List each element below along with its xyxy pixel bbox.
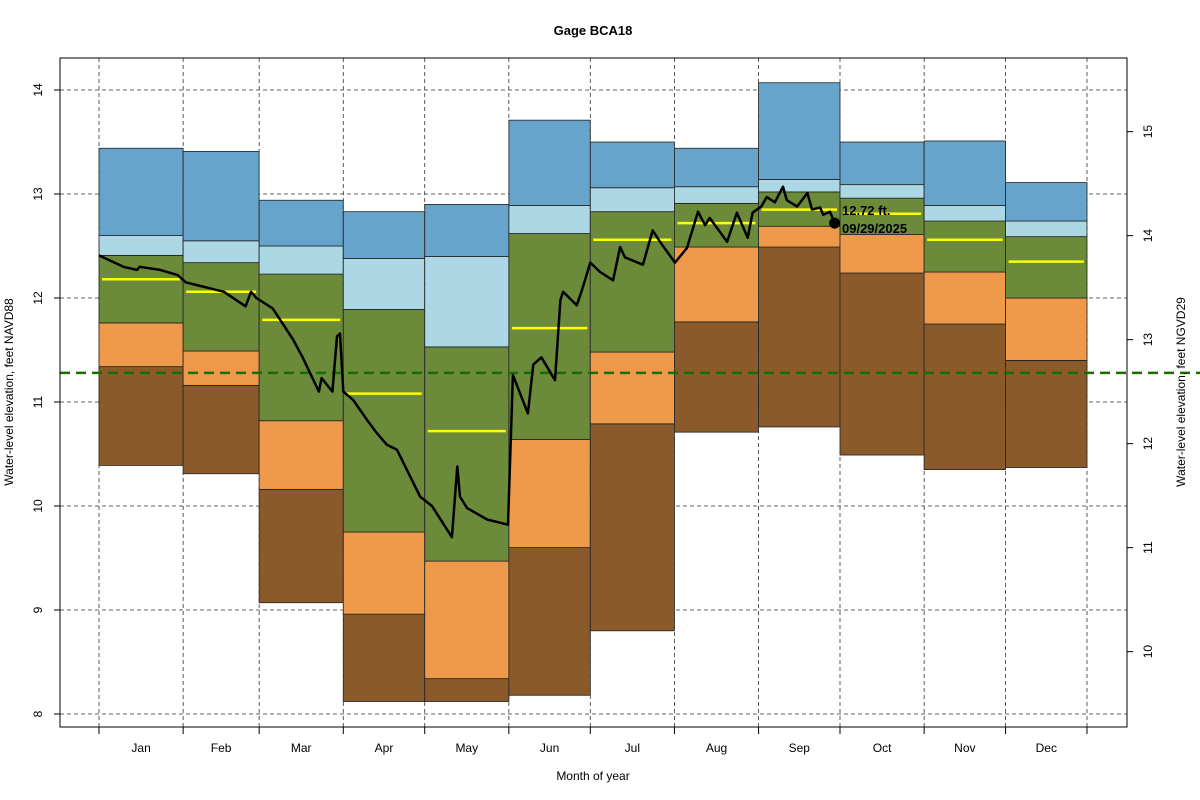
x-tick-label-mar: Mar [291,741,312,755]
p10-p25-band-jun [508,439,591,549]
x-tick-label-feb: Feb [211,741,232,755]
p25-p75-band-jun [508,233,591,440]
y-tick-label-left: 8 [31,710,45,717]
p10-p25-band-jan [98,322,184,368]
y-tick-label-left: 9 [31,606,45,613]
p75-p90-band-feb [182,240,260,264]
p90-max-band-jul [589,141,675,189]
chart-title: Gage BCA18 [554,23,633,38]
p25-p75-band-dec [1005,236,1088,299]
p90-max-band-apr [342,211,426,259]
p10-p25-band-mar [258,420,344,490]
y-axis-label-left: Water-level elevation, feet NAVD88 [2,298,16,486]
p75-p90-band-apr [342,258,426,310]
p90-max-band-jan [98,147,184,237]
y-axis-label-right: Water-level elevation, feet NGVD29 [1174,297,1188,487]
p90-max-band-oct [839,141,925,186]
p10-p25-band-apr [342,531,426,615]
min-p10-band-feb [182,384,260,475]
y-tick-label-right: 10 [1141,645,1155,659]
p25-p75-band-mar [258,273,344,422]
y-tick-label-right: 14 [1141,229,1155,243]
p25-p75-band-jan [98,254,184,324]
p90-max-band-feb [182,150,260,242]
x-tick-label-apr: Apr [375,741,394,755]
p75-p90-band-nov [923,205,1006,222]
p10-p25-band-aug [674,246,759,323]
y-tick-label-left: 12 [31,291,45,305]
min-p10-band-sep [758,246,841,428]
latest-value-marker [829,217,841,229]
x-tick-label-jul: Jul [625,741,640,755]
p75-p90-band-jun [508,205,591,234]
y-tick-label-left: 14 [31,83,45,97]
p25-p75-band-feb [182,262,260,352]
min-p10-band-dec [1005,359,1088,468]
x-tick-label-dec: Dec [1036,741,1057,755]
p10-p25-band-nov [923,271,1006,325]
x-tick-label-aug: Aug [706,741,727,755]
min-p10-band-jun [508,547,591,696]
p90-max-band-sep [758,82,841,180]
p75-p90-band-sep [758,179,841,193]
x-tick-label-nov: Nov [954,741,975,755]
p90-max-band-aug [674,147,759,188]
min-p10-band-jul [589,423,675,632]
min-p10-band-nov [923,323,1006,471]
annotation-value-label: 12.72 ft. [842,203,890,218]
p90-max-band-jun [508,119,591,206]
p75-p90-band-oct [839,184,925,199]
plot-frame [59,57,1128,728]
x-tick-label-jan: Jan [131,741,150,755]
p90-max-band-may [424,203,510,257]
y-tick-label-right: 15 [1141,125,1155,139]
min-p10-band-apr [342,613,426,702]
p25-p75-band-jul [589,211,675,353]
p10-p25-band-feb [182,350,260,386]
p75-p90-band-dec [1005,220,1088,238]
min-p10-band-may [424,678,510,702]
p75-p90-band-jul [589,187,675,213]
p10-p25-band-oct [839,234,925,274]
y-tick-label-right: 12 [1141,437,1155,451]
p75-p90-band-jan [98,235,184,256]
p10-p25-band-dec [1005,297,1088,361]
annotation-date-label: 09/29/2025 [842,221,907,236]
p90-max-band-mar [258,199,344,247]
min-p10-band-mar [258,488,344,604]
y-tick-label-right: 13 [1141,333,1155,347]
p75-p90-band-aug [674,186,759,204]
y-tick-label-right: 11 [1141,541,1155,554]
p90-max-band-dec [1005,182,1088,222]
min-p10-band-oct [839,272,925,456]
p90-max-band-nov [923,140,1006,206]
p25-p75-band-may [424,346,510,562]
y-tick-label-left: 13 [31,187,45,201]
p25-p75-band-apr [342,309,426,533]
x-tick-label-may: May [455,741,478,755]
x-axis-label: Month of year [556,769,629,783]
p10-p25-band-jul [589,351,675,425]
current-year-line [98,185,836,539]
p25-p75-band-nov [923,220,1006,273]
x-tick-label-jun: Jun [540,741,559,755]
p75-p90-band-may [424,255,510,348]
x-tick-label-sep: Sep [789,741,811,755]
p25-p75-band-oct [839,197,925,235]
y-tick-label-left: 10 [31,499,45,513]
p75-p90-band-mar [258,245,344,275]
p10-p25-band-sep [758,225,841,248]
p10-p25-band-may [424,560,510,680]
y-tick-label-left: 11 [31,395,45,408]
min-p10-band-aug [674,321,759,433]
min-p10-band-jan [98,366,184,466]
x-tick-label-oct: Oct [873,741,892,755]
